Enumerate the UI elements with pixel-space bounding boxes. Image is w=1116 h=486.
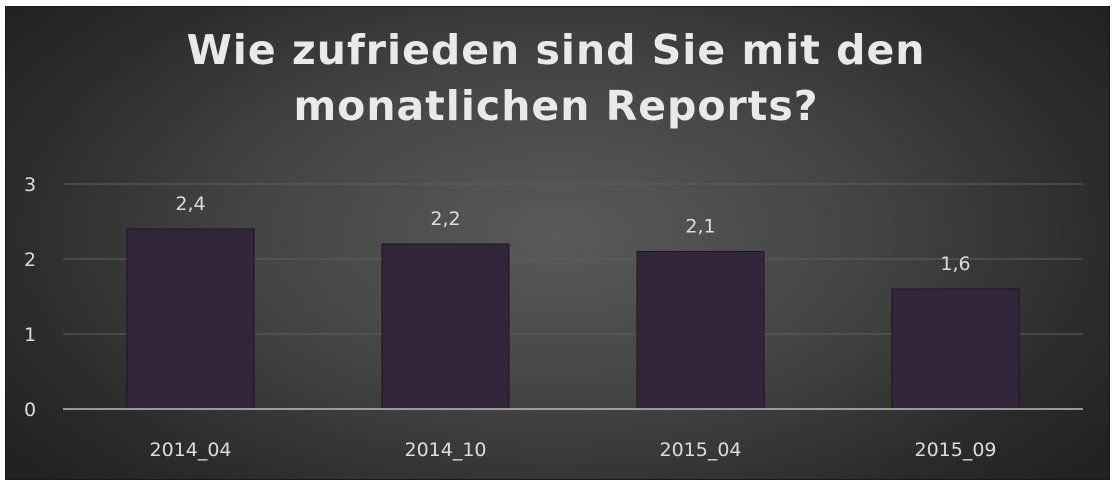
y-tick-label: 3 [24,174,36,196]
labels: 0 1 2 3 2,4 2014_04 2,2 2014_10 2,1 2015_04 1,6 201… [24,174,997,461]
data-label: 2,4 [175,193,205,215]
x-tick-label: 2014_10 [404,439,486,461]
x-tick-label: 2015_04 [659,439,741,461]
bar [381,243,510,410]
y-tick-label: 0 [24,399,36,421]
data-label: 2,1 [685,216,715,238]
x-tick-label: 2014_04 [149,439,231,461]
bar [636,251,765,410]
y-tick-label: 2 [24,249,36,271]
data-label: 1,6 [940,253,970,275]
bar [891,288,1020,410]
bar [126,228,255,410]
chart-title: Wie zufrieden sind Sie mit den monatlich… [186,26,926,130]
data-label: 2,2 [430,208,460,230]
y-tick-label: 1 [24,324,36,346]
bars [126,228,1020,410]
x-tick-label: 2015_09 [914,439,996,461]
